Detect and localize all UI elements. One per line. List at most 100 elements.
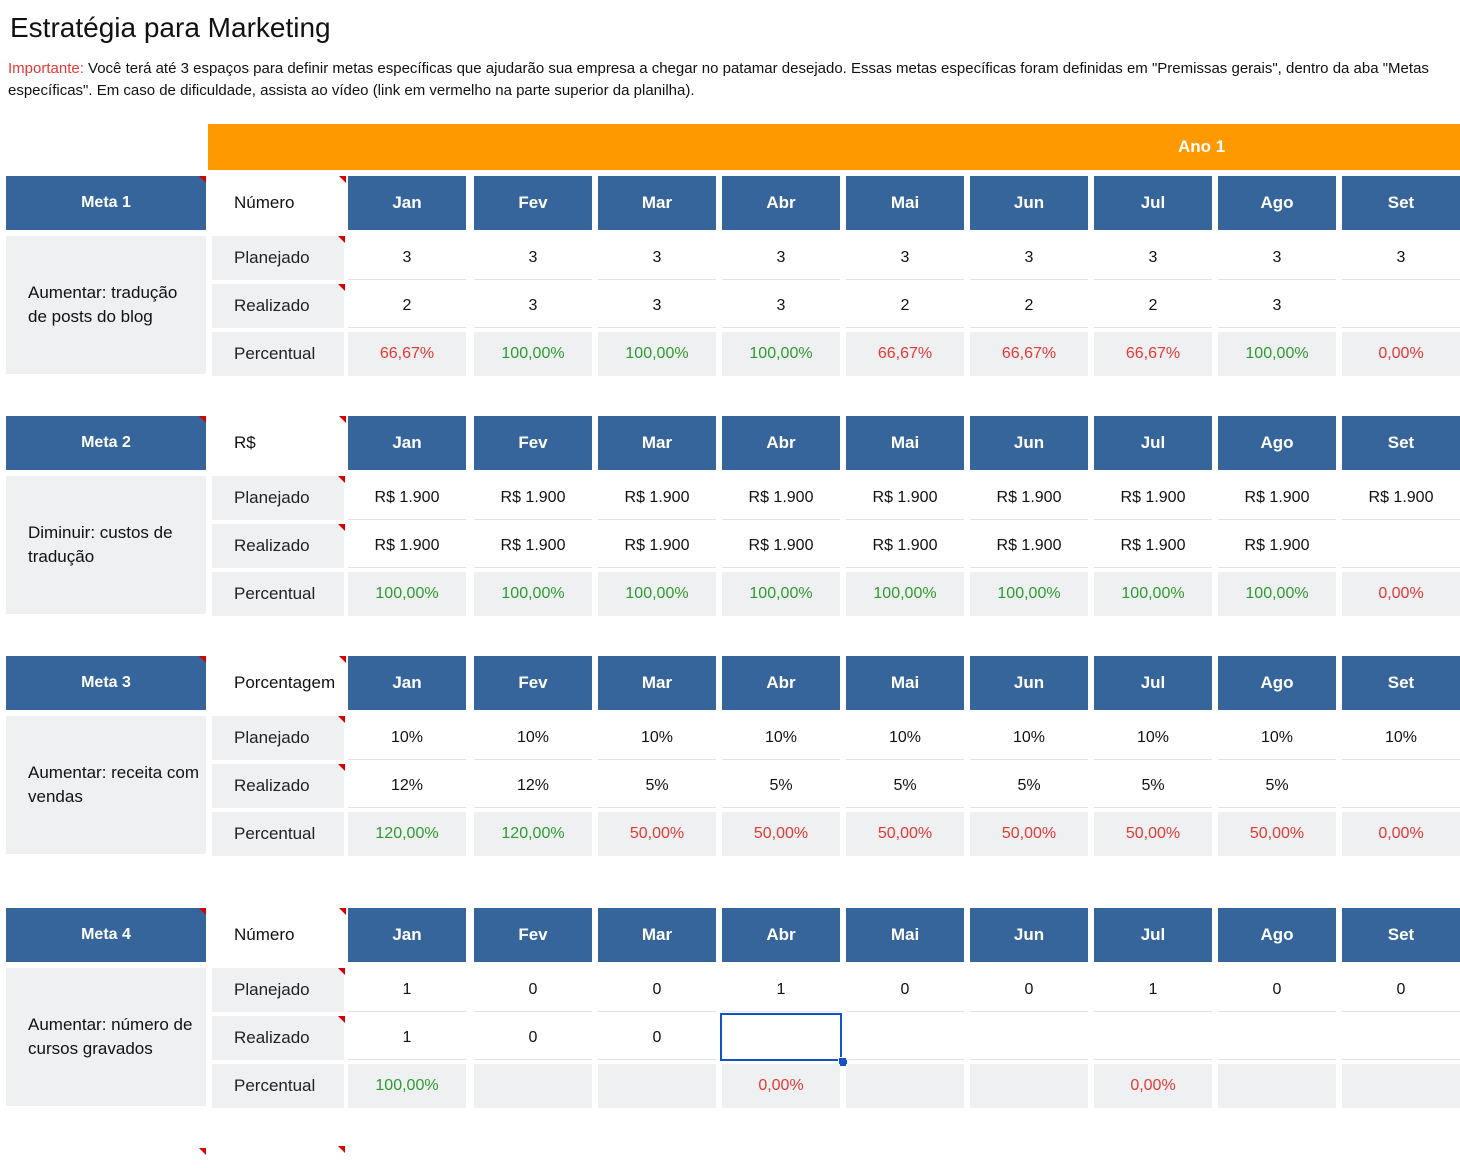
value-cell[interactable]: R$ 1.900 bbox=[348, 524, 466, 568]
value-cell[interactable]: 100,00% bbox=[474, 332, 592, 376]
row-label-actual[interactable]: Realizado bbox=[212, 524, 344, 568]
month-header[interactable]: Fev bbox=[474, 176, 592, 230]
row-label-planned[interactable]: Planejado bbox=[212, 716, 344, 760]
value-cell[interactable]: 12% bbox=[474, 764, 592, 808]
row-label-planned[interactable]: Planejado bbox=[212, 968, 344, 1012]
value-cell[interactable] bbox=[474, 1064, 592, 1108]
value-cell[interactable]: 3 bbox=[598, 284, 716, 328]
goal-description[interactable]: Aumentar: tradução de posts do blog bbox=[6, 236, 206, 374]
month-header[interactable]: Abr bbox=[722, 416, 840, 470]
goal-unit[interactable]: R$ bbox=[212, 416, 346, 470]
value-cell[interactable] bbox=[1342, 1064, 1460, 1108]
month-header[interactable]: Set bbox=[1342, 416, 1460, 470]
month-header[interactable]: Mar bbox=[598, 416, 716, 470]
value-cell[interactable]: 0,00% bbox=[1342, 572, 1460, 616]
month-header[interactable]: Mar bbox=[598, 176, 716, 230]
value-cell[interactable]: R$ 1.900 bbox=[722, 476, 840, 520]
month-header[interactable]: Abr bbox=[722, 176, 840, 230]
value-cell[interactable]: 12% bbox=[348, 764, 466, 808]
goal-description[interactable]: Aumentar: receita com vendas bbox=[6, 716, 206, 854]
value-cell[interactable]: 0 bbox=[598, 1016, 716, 1060]
value-cell[interactable]: 5% bbox=[846, 764, 964, 808]
value-cell[interactable]: 5% bbox=[1218, 764, 1336, 808]
value-cell[interactable]: 2 bbox=[970, 284, 1088, 328]
goal-name[interactable]: Meta 4 bbox=[6, 908, 206, 962]
value-cell[interactable]: 50,00% bbox=[970, 812, 1088, 856]
value-cell[interactable]: 66,67% bbox=[970, 332, 1088, 376]
goal-name[interactable]: Meta 2 bbox=[6, 416, 206, 470]
value-cell[interactable] bbox=[846, 1016, 964, 1060]
row-label-planned[interactable]: Planejado bbox=[212, 476, 344, 520]
month-header[interactable]: Mai bbox=[846, 908, 964, 962]
value-cell[interactable]: 100,00% bbox=[846, 572, 964, 616]
value-cell[interactable]: 0,00% bbox=[1094, 1064, 1212, 1108]
value-cell[interactable]: 0,00% bbox=[1342, 332, 1460, 376]
value-cell[interactable]: R$ 1.900 bbox=[1094, 524, 1212, 568]
month-header[interactable]: Abr bbox=[722, 908, 840, 962]
value-cell[interactable]: 0,00% bbox=[722, 1064, 840, 1108]
value-cell[interactable]: 50,00% bbox=[846, 812, 964, 856]
value-cell[interactable]: 1 bbox=[1094, 968, 1212, 1012]
month-header[interactable]: Mar bbox=[598, 908, 716, 962]
value-cell[interactable]: 3 bbox=[1218, 284, 1336, 328]
month-header[interactable]: Mar bbox=[598, 656, 716, 710]
value-cell[interactable]: R$ 1.900 bbox=[846, 476, 964, 520]
month-header[interactable]: Jan bbox=[348, 908, 466, 962]
value-cell[interactable]: 2 bbox=[348, 284, 466, 328]
value-cell[interactable]: 1 bbox=[722, 968, 840, 1012]
goal-description[interactable]: Aumentar: número de cursos gravados bbox=[6, 968, 206, 1106]
value-cell[interactable]: R$ 1.900 bbox=[474, 524, 592, 568]
row-label-percent[interactable]: Percentual bbox=[212, 572, 344, 616]
value-cell[interactable]: 2 bbox=[1094, 284, 1212, 328]
month-header[interactable]: Jul bbox=[1094, 416, 1212, 470]
month-header[interactable]: Jan bbox=[348, 416, 466, 470]
value-cell[interactable]: 3 bbox=[474, 284, 592, 328]
month-header[interactable]: Mai bbox=[846, 176, 964, 230]
value-cell[interactable]: 0 bbox=[1218, 968, 1336, 1012]
value-cell[interactable]: 0,00% bbox=[1342, 812, 1460, 856]
value-cell[interactable] bbox=[1342, 1016, 1460, 1060]
value-cell[interactable]: 3 bbox=[598, 236, 716, 280]
value-cell[interactable]: R$ 1.900 bbox=[598, 524, 716, 568]
value-cell[interactable]: 0 bbox=[1342, 968, 1460, 1012]
value-cell[interactable]: 5% bbox=[1094, 764, 1212, 808]
value-cell[interactable]: R$ 1.900 bbox=[970, 524, 1088, 568]
value-cell[interactable]: 1 bbox=[348, 968, 466, 1012]
month-header[interactable]: Mai bbox=[846, 416, 964, 470]
value-cell[interactable]: 120,00% bbox=[474, 812, 592, 856]
value-cell[interactable]: 10% bbox=[1094, 716, 1212, 760]
value-cell[interactable]: 66,67% bbox=[1094, 332, 1212, 376]
value-cell[interactable]: 100,00% bbox=[598, 332, 716, 376]
value-cell[interactable]: R$ 1.900 bbox=[722, 524, 840, 568]
value-cell[interactable]: 100,00% bbox=[348, 1064, 466, 1108]
month-header[interactable]: Fev bbox=[474, 908, 592, 962]
month-header[interactable]: Set bbox=[1342, 656, 1460, 710]
value-cell[interactable]: 3 bbox=[1094, 236, 1212, 280]
month-header[interactable]: Jul bbox=[1094, 176, 1212, 230]
value-cell[interactable] bbox=[1342, 284, 1460, 328]
month-header[interactable]: Ago bbox=[1218, 656, 1336, 710]
month-header[interactable]: Set bbox=[1342, 176, 1460, 230]
month-header[interactable]: Ago bbox=[1218, 416, 1336, 470]
month-header[interactable]: Jan bbox=[348, 176, 466, 230]
value-cell[interactable] bbox=[1094, 1016, 1212, 1060]
value-cell[interactable]: 3 bbox=[970, 236, 1088, 280]
value-cell[interactable]: 5% bbox=[722, 764, 840, 808]
value-cell[interactable]: 3 bbox=[474, 236, 592, 280]
goal-name[interactable]: Meta 3 bbox=[6, 656, 206, 710]
value-cell[interactable]: R$ 1.900 bbox=[474, 476, 592, 520]
selected-cell[interactable] bbox=[720, 1013, 842, 1061]
value-cell[interactable]: 3 bbox=[1342, 236, 1460, 280]
value-cell[interactable]: 3 bbox=[1218, 236, 1336, 280]
month-header[interactable]: Ago bbox=[1218, 908, 1336, 962]
value-cell[interactable]: 50,00% bbox=[722, 812, 840, 856]
value-cell[interactable]: 100,00% bbox=[1218, 332, 1336, 376]
month-header[interactable]: Set bbox=[1342, 908, 1460, 962]
month-header[interactable]: Jun bbox=[970, 176, 1088, 230]
value-cell[interactable]: 100,00% bbox=[474, 572, 592, 616]
goal-unit[interactable]: Número bbox=[212, 908, 346, 962]
fill-handle[interactable] bbox=[838, 1057, 848, 1067]
month-header[interactable]: Jul bbox=[1094, 656, 1212, 710]
month-header[interactable]: Jan bbox=[348, 656, 466, 710]
row-label-actual[interactable]: Realizado bbox=[212, 764, 344, 808]
